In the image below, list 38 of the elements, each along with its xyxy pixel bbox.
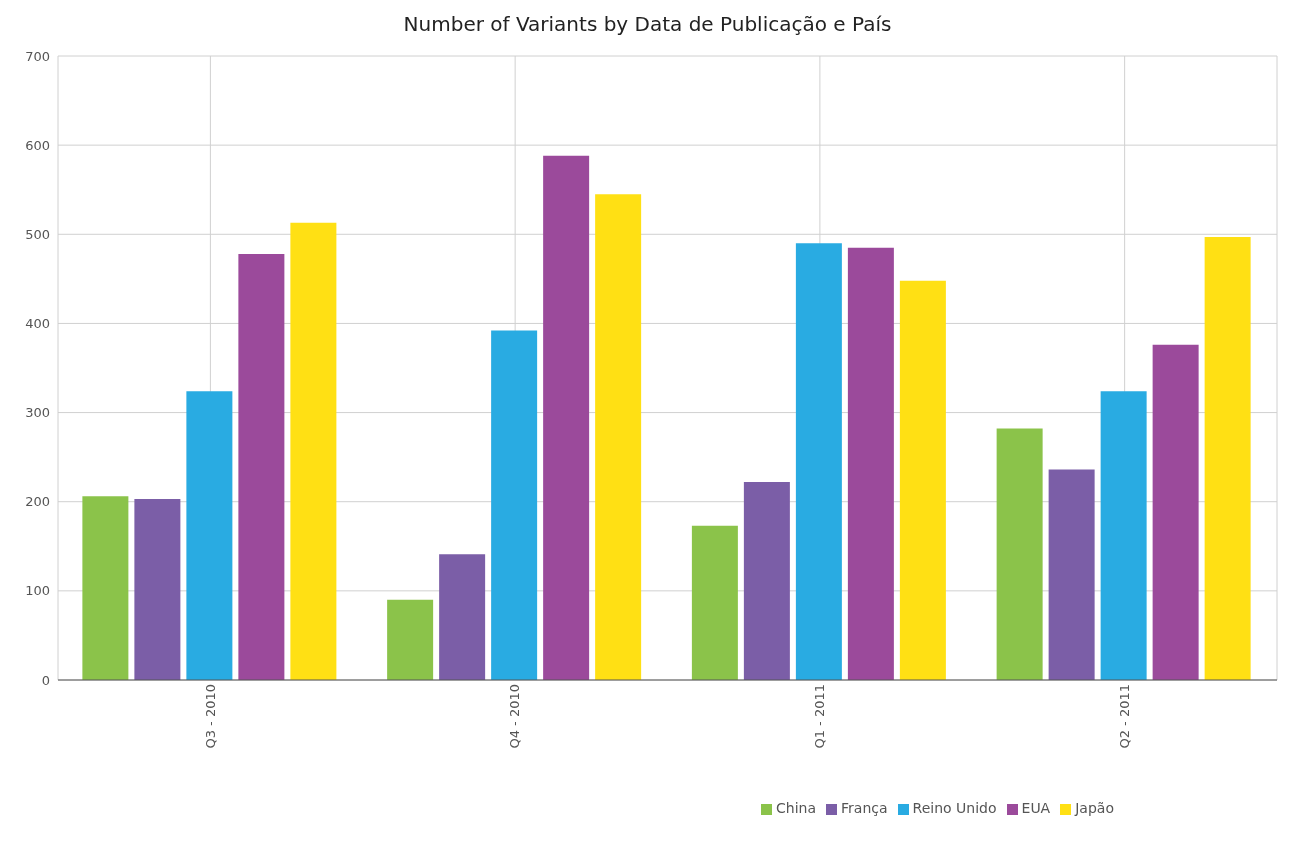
y-tick-label: 200 [25, 494, 50, 510]
bar [996, 428, 1043, 680]
bar [439, 554, 486, 680]
bar [899, 280, 946, 680]
bar [691, 525, 738, 680]
y-tick-label: 600 [25, 137, 50, 153]
bar [491, 330, 538, 680]
y-tick-label: 500 [25, 226, 50, 242]
chart-title: Number of Variants by Data de Publicação e País [402, 12, 893, 36]
bar [743, 482, 790, 680]
bar [134, 499, 181, 680]
bar [387, 599, 434, 680]
bar [238, 253, 285, 680]
y-tick-label: 0 [41, 672, 50, 688]
legend-label: Reino Unido [912, 800, 997, 816]
y-tick-label: 100 [25, 583, 50, 599]
y-tick-label: 700 [25, 48, 50, 64]
x-tick-label: Q3 - 2010 [202, 684, 218, 749]
legend-label: China [776, 800, 817, 816]
x-tick-label: Q1 - 2011 [812, 684, 828, 749]
x-tick-label: Q2 - 2011 [1116, 684, 1132, 749]
x-tick-label: Q4 - 2010 [507, 684, 523, 749]
bar [847, 247, 894, 680]
bar [290, 222, 337, 680]
bar [795, 243, 842, 680]
bar [1100, 391, 1147, 680]
bar [1152, 344, 1199, 680]
y-tick-label: 400 [25, 316, 50, 332]
bar [543, 155, 590, 680]
legend-label: EUA [1021, 800, 1051, 816]
bar [1048, 469, 1095, 680]
bar [186, 391, 233, 680]
legend-label: França [841, 800, 888, 816]
legend-label: Japão [1075, 800, 1114, 816]
y-tick-label: 300 [25, 405, 50, 421]
bar [82, 496, 129, 680]
bar [595, 194, 642, 680]
bar [1204, 236, 1251, 680]
